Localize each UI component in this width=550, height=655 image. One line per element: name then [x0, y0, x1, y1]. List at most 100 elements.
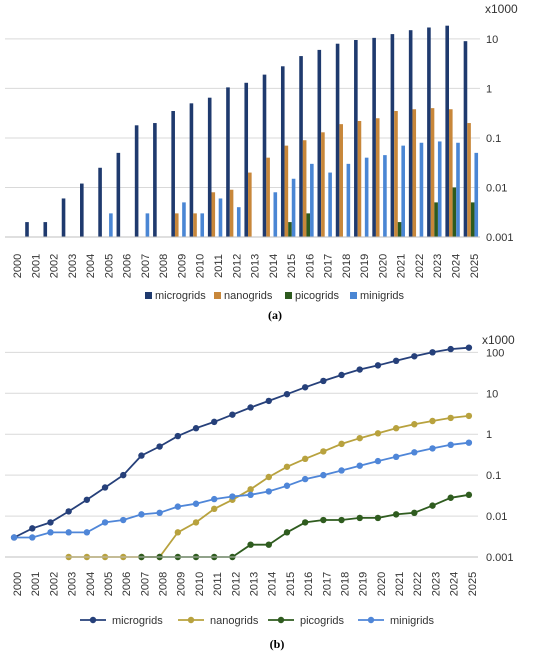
chart-b-point-nanogrids [356, 434, 363, 442]
chart-a-bar-microgrids [445, 25, 449, 238]
chart-a-legend: microgrids nanogrids picogrids minigrids [145, 290, 405, 302]
chart-b-legend-marker [367, 616, 375, 624]
chart-a-bar-minigrids [236, 207, 241, 237]
chart-b-point-picogrids [301, 519, 309, 526]
chart-a-bar-microgrids [226, 87, 230, 237]
chart-b-x-tick-label: 2013 [249, 572, 261, 596]
chart-b-x-tick-label: 2015 [285, 572, 297, 596]
chart-b-unit-label: x1000 [482, 333, 515, 347]
chart-b-x-ticks: 2000 2001 2002 2003 2004 2005 2006 2007 2008 2009… [12, 572, 479, 596]
chart-a-bar-minigrids [364, 157, 369, 237]
chart-a-bar-nanogrids [375, 118, 380, 237]
chart-b-point-microgrids [211, 418, 218, 426]
chart-b-point-minigrids [47, 529, 54, 536]
chart-a-bar-picogrids [452, 187, 457, 237]
chart-b-x-tick-label: 2022 [412, 572, 424, 596]
chart-b-point-minigrids [174, 503, 182, 510]
chart-b-x-tick-label: 2005 [103, 572, 115, 596]
chart-b-point-nanogrids [283, 463, 291, 470]
chart-a-x-tick-label: 2023 [432, 254, 444, 278]
chart-a-bar-microgrids [134, 125, 139, 237]
chart-a-bar-minigrids [273, 192, 278, 237]
chart-b-point-picogrids [247, 541, 254, 548]
chart-a-x-tick-label: 2000 [12, 254, 24, 278]
chart-b-point-minigrids [374, 457, 382, 465]
chart-b-x-tick-label: 2009 [176, 572, 188, 596]
chart-a-x-tick-label: 2012 [231, 254, 243, 278]
chart-a-y-tick-label: 0.1 [486, 133, 501, 145]
chart-a-legend-swatch [214, 292, 221, 299]
chart-a-bar-nanogrids [412, 109, 417, 237]
chart-a-bar-microgrids [299, 56, 303, 237]
chart-b-legend-marker [187, 616, 195, 624]
chart-a-x-tick-label: 2018 [341, 254, 353, 278]
chart-b-y-tick-label: 0.01 [486, 511, 507, 523]
chart-b-x-tick-label: 2023 [430, 572, 442, 596]
chart-b-point-nanogrids [392, 425, 400, 432]
chart-a-bar-nanogrids [174, 213, 179, 237]
chart-b-x-tick-label: 2017 [321, 572, 333, 596]
chart-b-point-picogrids [283, 529, 291, 536]
chart-a-bar-picogrids [397, 222, 402, 237]
chart-b-point-nanogrids [301, 455, 309, 463]
chart-a-bar-nanogrids [321, 132, 325, 237]
chart-b-point-microgrids [65, 508, 72, 515]
chart-b-point-nanogrids [374, 430, 382, 437]
chart-b-point-minigrids [138, 511, 145, 518]
chart-b-x-tick-label: 2016 [303, 572, 315, 596]
chart-a-x-tick-label: 2008 [158, 254, 170, 278]
chart-a-bar-microgrids [354, 40, 358, 237]
chart-b-point-microgrids [83, 496, 91, 503]
chart-b-point-microgrids [29, 525, 36, 532]
chart-a-bar-microgrids [43, 222, 48, 237]
chart-a-x-tick-label: 2022 [414, 254, 426, 278]
chart-b-point-microgrids [447, 345, 454, 353]
chart-a-bar-picogrids [288, 222, 292, 237]
chart-b-point-minigrids [411, 449, 418, 456]
chart-b-point-minigrids [65, 529, 72, 536]
chart-a-bar-picogrids [470, 202, 475, 237]
chart-b-point-minigrids [447, 441, 454, 449]
chart-a-bar-minigrids [328, 172, 332, 237]
chart-b-point-minigrids [83, 529, 91, 536]
chart-a-bar-nanogrids [193, 213, 197, 237]
chart-b-point-nanogrids [429, 417, 436, 425]
chart-b-point-nanogrids [192, 519, 200, 526]
chart-a-legend-label: nanogrids [224, 290, 273, 302]
chart-b-point-minigrids [156, 509, 163, 517]
chart-a-bar-nanogrids [211, 192, 216, 237]
chart-a-x-tick-label: 2024 [451, 254, 463, 278]
chart-a-y-ticks: 10 1 0.1 0.01 0.001 [486, 34, 514, 244]
chart-b-series-points [10, 344, 473, 561]
chart-a-bar-microgrids [207, 97, 212, 237]
chart-a-x-tick-label: 2013 [250, 254, 262, 278]
chart-b-legend: microgrids nanogrids picogrids minigrids [80, 615, 435, 627]
chart-a-x-ticks: 2000 2001 2002 2003 2004 2005 2006 2007 2008 2009… [12, 254, 481, 278]
chart-a-legend-swatch [145, 292, 152, 299]
chart-b-x-tick-label: 2003 [67, 572, 79, 596]
chart-a-x-tick-label: 2005 [103, 254, 115, 278]
chart-a-bar-minigrids [182, 202, 186, 237]
chart-b-point-nanogrids [411, 421, 418, 428]
chart-b-point-microgrids [120, 471, 127, 479]
chart-a: 10 1 0.1 0.01 0.001 2000 2001 2002 2003 2004 2005… [5, 2, 518, 322]
chart-a-bar-microgrids [317, 49, 322, 238]
chart-b-point-picogrids [356, 514, 363, 522]
chart-b-legend-label: minigrids [390, 615, 435, 627]
chart-a-bar-nanogrids [302, 140, 307, 237]
chart-b-point-microgrids [392, 357, 400, 365]
chart-a-bar-nanogrids [430, 108, 435, 238]
chart-b-x-tick-label: 2002 [48, 572, 60, 596]
chart-b-point-microgrids [465, 344, 473, 351]
chart-a-bar-nanogrids [467, 123, 471, 237]
chart-a-bar-minigrids [383, 155, 387, 237]
chart-b-x-tick-label: 2020 [376, 572, 388, 596]
chart-a-y-tick-label: 0.001 [486, 232, 514, 244]
chart-b-legend-label: nanogrids [210, 615, 259, 627]
chart-a-x-tick-label: 2020 [377, 254, 389, 278]
chart-b-point-microgrids [411, 353, 418, 360]
chart-b-point-microgrids [229, 411, 236, 418]
chart-b-x-tick-label: 2012 [230, 572, 242, 596]
chart-a-x-tick-label: 2025 [469, 254, 481, 278]
